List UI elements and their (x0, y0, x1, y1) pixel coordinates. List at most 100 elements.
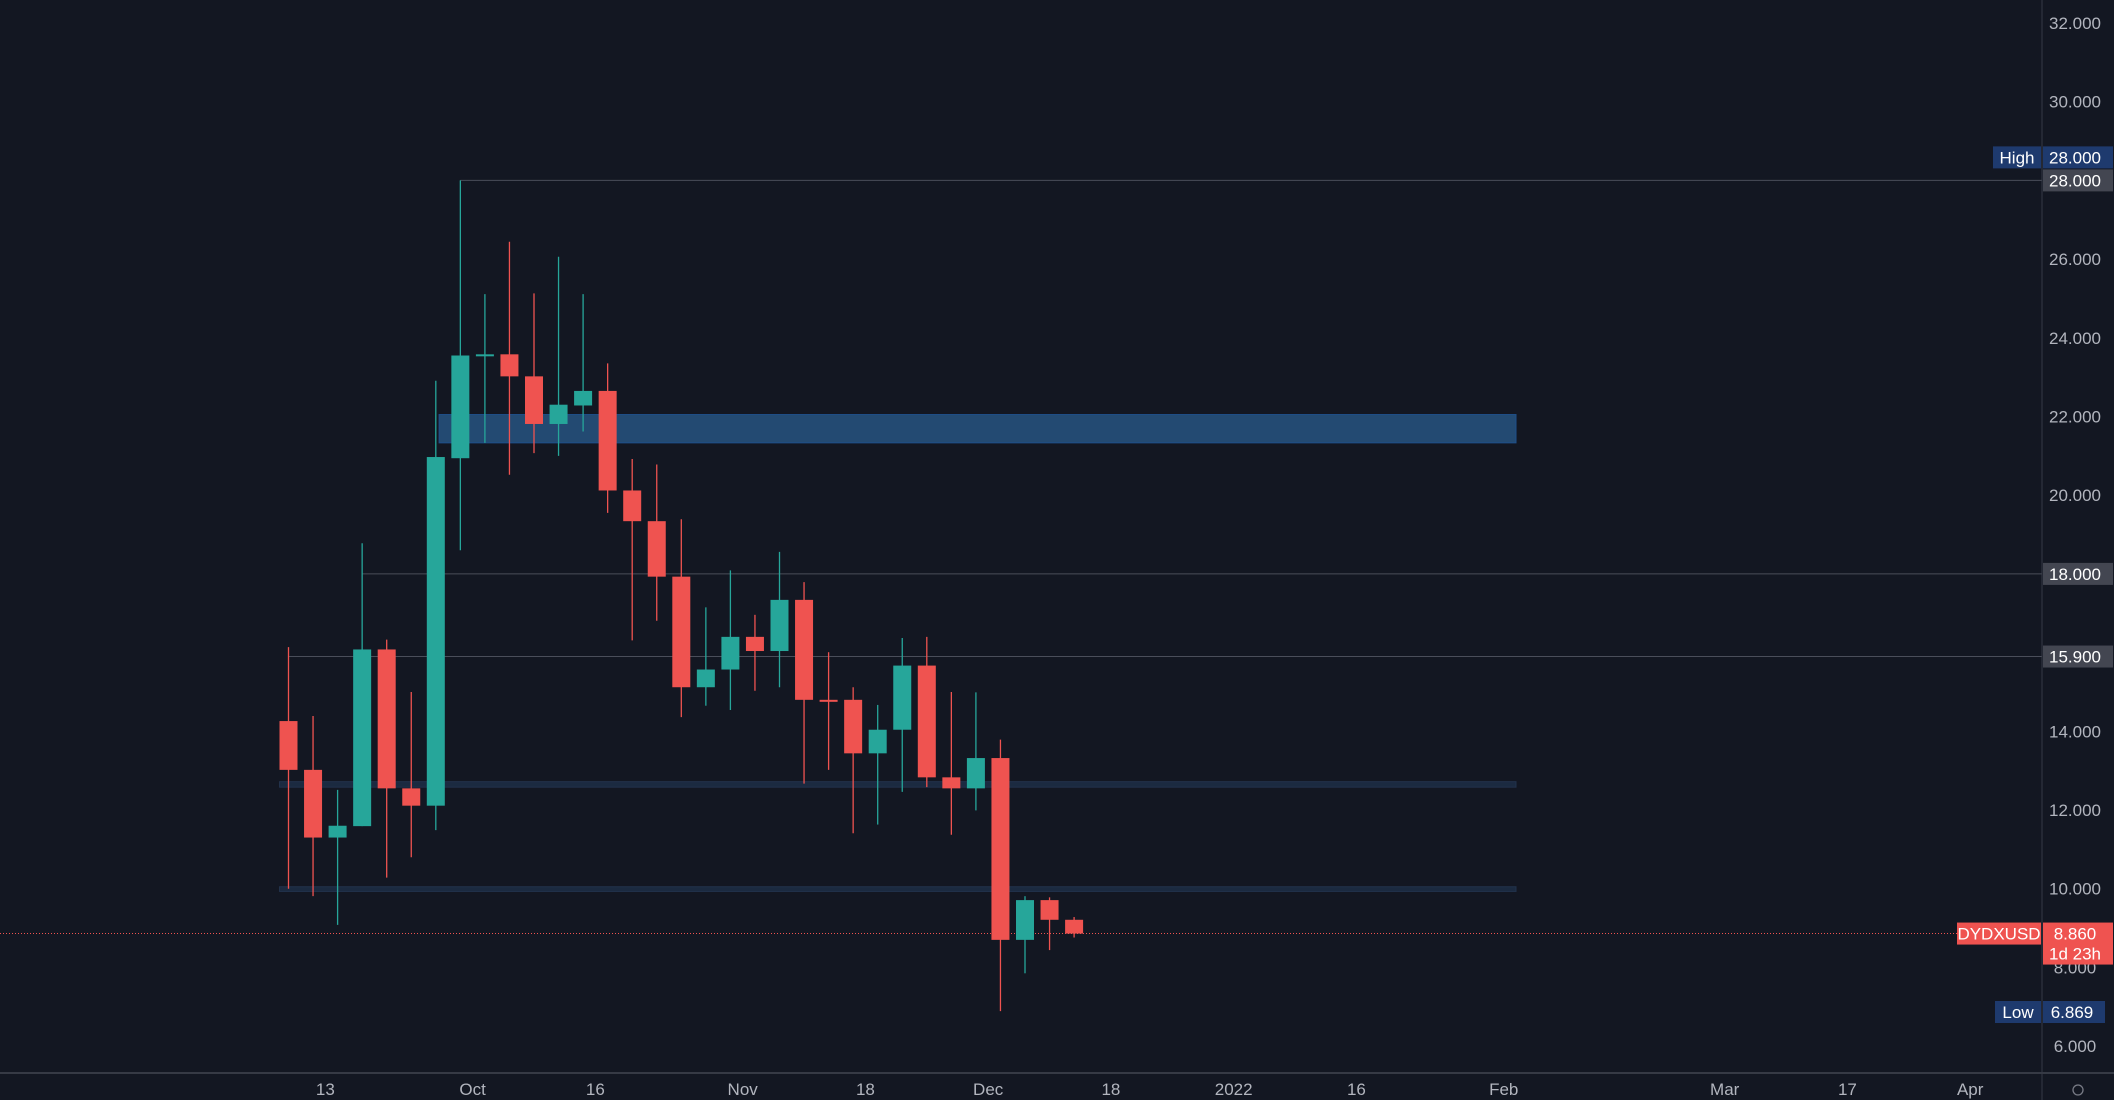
candle-body (868, 729, 887, 754)
candle-body (770, 599, 789, 652)
level-value: 18.000 (2049, 565, 2101, 584)
candle (991, 739, 1010, 1012)
price-tick-label: 20.000 (2049, 486, 2101, 505)
candle (942, 691, 961, 835)
candle-body (304, 769, 323, 838)
candle (574, 294, 593, 432)
time-tick-label: Apr (1957, 1080, 1984, 1099)
price-tick-label: 22.000 (2049, 408, 2101, 427)
time-tick-label: Dec (973, 1080, 1004, 1099)
candle (377, 639, 396, 878)
symbol-label: DYDXUSD (1957, 925, 2040, 944)
candle-body (991, 758, 1010, 940)
candle-body (647, 521, 666, 577)
candle-body (549, 404, 568, 424)
time-tick-label: 17 (1838, 1080, 1857, 1099)
time-tick-label: Feb (1489, 1080, 1518, 1099)
price-tick-label: 6.000 (2054, 1037, 2097, 1056)
candle-body (672, 576, 691, 688)
candle-body (819, 699, 838, 702)
level-badge (2043, 169, 2113, 192)
candle (304, 715, 323, 897)
time-tick-label: 18 (856, 1080, 875, 1099)
candle (279, 647, 298, 889)
price-tick-label: 24.000 (2049, 329, 2101, 348)
time-tick-label: 2022 (1215, 1080, 1253, 1099)
candle-body (917, 665, 936, 778)
candle-body (1040, 900, 1059, 920)
price-tick-label: 14.000 (2049, 722, 2101, 741)
price-tick-label: 10.000 (2049, 880, 2101, 899)
candle (721, 570, 740, 711)
high-value-badge (2043, 146, 2113, 169)
candle (893, 638, 912, 792)
candle-body (623, 490, 642, 522)
high-value: 28.000 (2049, 148, 2101, 167)
candle (917, 636, 936, 788)
candle (525, 293, 543, 454)
price-axis[interactable]: 32.000 30.000 26.000 24.000 22.000 20.000 14.0… (2049, 14, 2101, 1056)
candle-body (795, 599, 814, 700)
level-badge (2043, 645, 2113, 668)
last-price-value: 8.860 (2054, 925, 2097, 944)
candle-body (696, 669, 715, 688)
candle (475, 294, 494, 443)
candle-body (598, 390, 617, 491)
candle (328, 789, 347, 925)
low-label-badge (1995, 1001, 2041, 1023)
time-tick-label: Mar (1710, 1080, 1740, 1099)
candle (647, 464, 666, 621)
candle-body (328, 825, 347, 838)
time-tick-label: 18 (1101, 1080, 1120, 1099)
candle-body (475, 354, 494, 357)
candle (770, 551, 789, 688)
candle (745, 614, 764, 691)
candle-body (353, 649, 372, 827)
last-price-badge (2043, 922, 2113, 965)
candle (598, 363, 617, 513)
time-tick-label: 16 (586, 1080, 605, 1099)
time-tick-label: 16 (1347, 1080, 1366, 1099)
candle-body (745, 636, 764, 652)
candle (696, 607, 715, 706)
price-tick-label: 12.000 (2049, 801, 2101, 820)
candle (402, 691, 421, 858)
candle (672, 519, 691, 718)
candle (353, 543, 372, 827)
candle (844, 687, 863, 834)
time-tick-label: Nov (728, 1080, 759, 1099)
candle (623, 458, 642, 641)
candle (426, 380, 445, 831)
low-value: 6.869 (2051, 1003, 2094, 1022)
support-resistance-zone (279, 886, 1517, 892)
candle-body (966, 758, 985, 789)
candle (451, 180, 470, 551)
candle-body (500, 354, 519, 377)
candle (966, 692, 985, 811)
candle-body (1065, 919, 1084, 934)
candle-body (844, 699, 863, 754)
time-tick-label: Oct (459, 1080, 486, 1099)
candle (1016, 896, 1034, 974)
candle (549, 256, 568, 456)
candle-body (1016, 900, 1034, 940)
candle-body (574, 390, 593, 406)
candle (868, 704, 887, 825)
candle (795, 582, 814, 784)
candle (1065, 917, 1084, 938)
high-label: High (2000, 148, 2035, 167)
settings-icon[interactable] (2072, 1084, 2084, 1096)
candle-body (721, 636, 740, 670)
candle-body (402, 788, 421, 806)
candle-body (377, 649, 396, 789)
price-tick-label: 26.000 (2049, 250, 2101, 269)
candle (500, 241, 519, 475)
level-badge (2043, 562, 2113, 585)
time-axis[interactable]: 13 Oct 16 Nov 18 Dec 18 2022 16 Feb Mar 17 Apr (316, 1080, 1984, 1099)
symbol-badge (1957, 922, 2041, 945)
level-value: 28.000 (2049, 171, 2101, 190)
candle (1040, 897, 1059, 951)
low-value-badge (2043, 1001, 2105, 1023)
support-resistance-zone (279, 781, 1517, 788)
